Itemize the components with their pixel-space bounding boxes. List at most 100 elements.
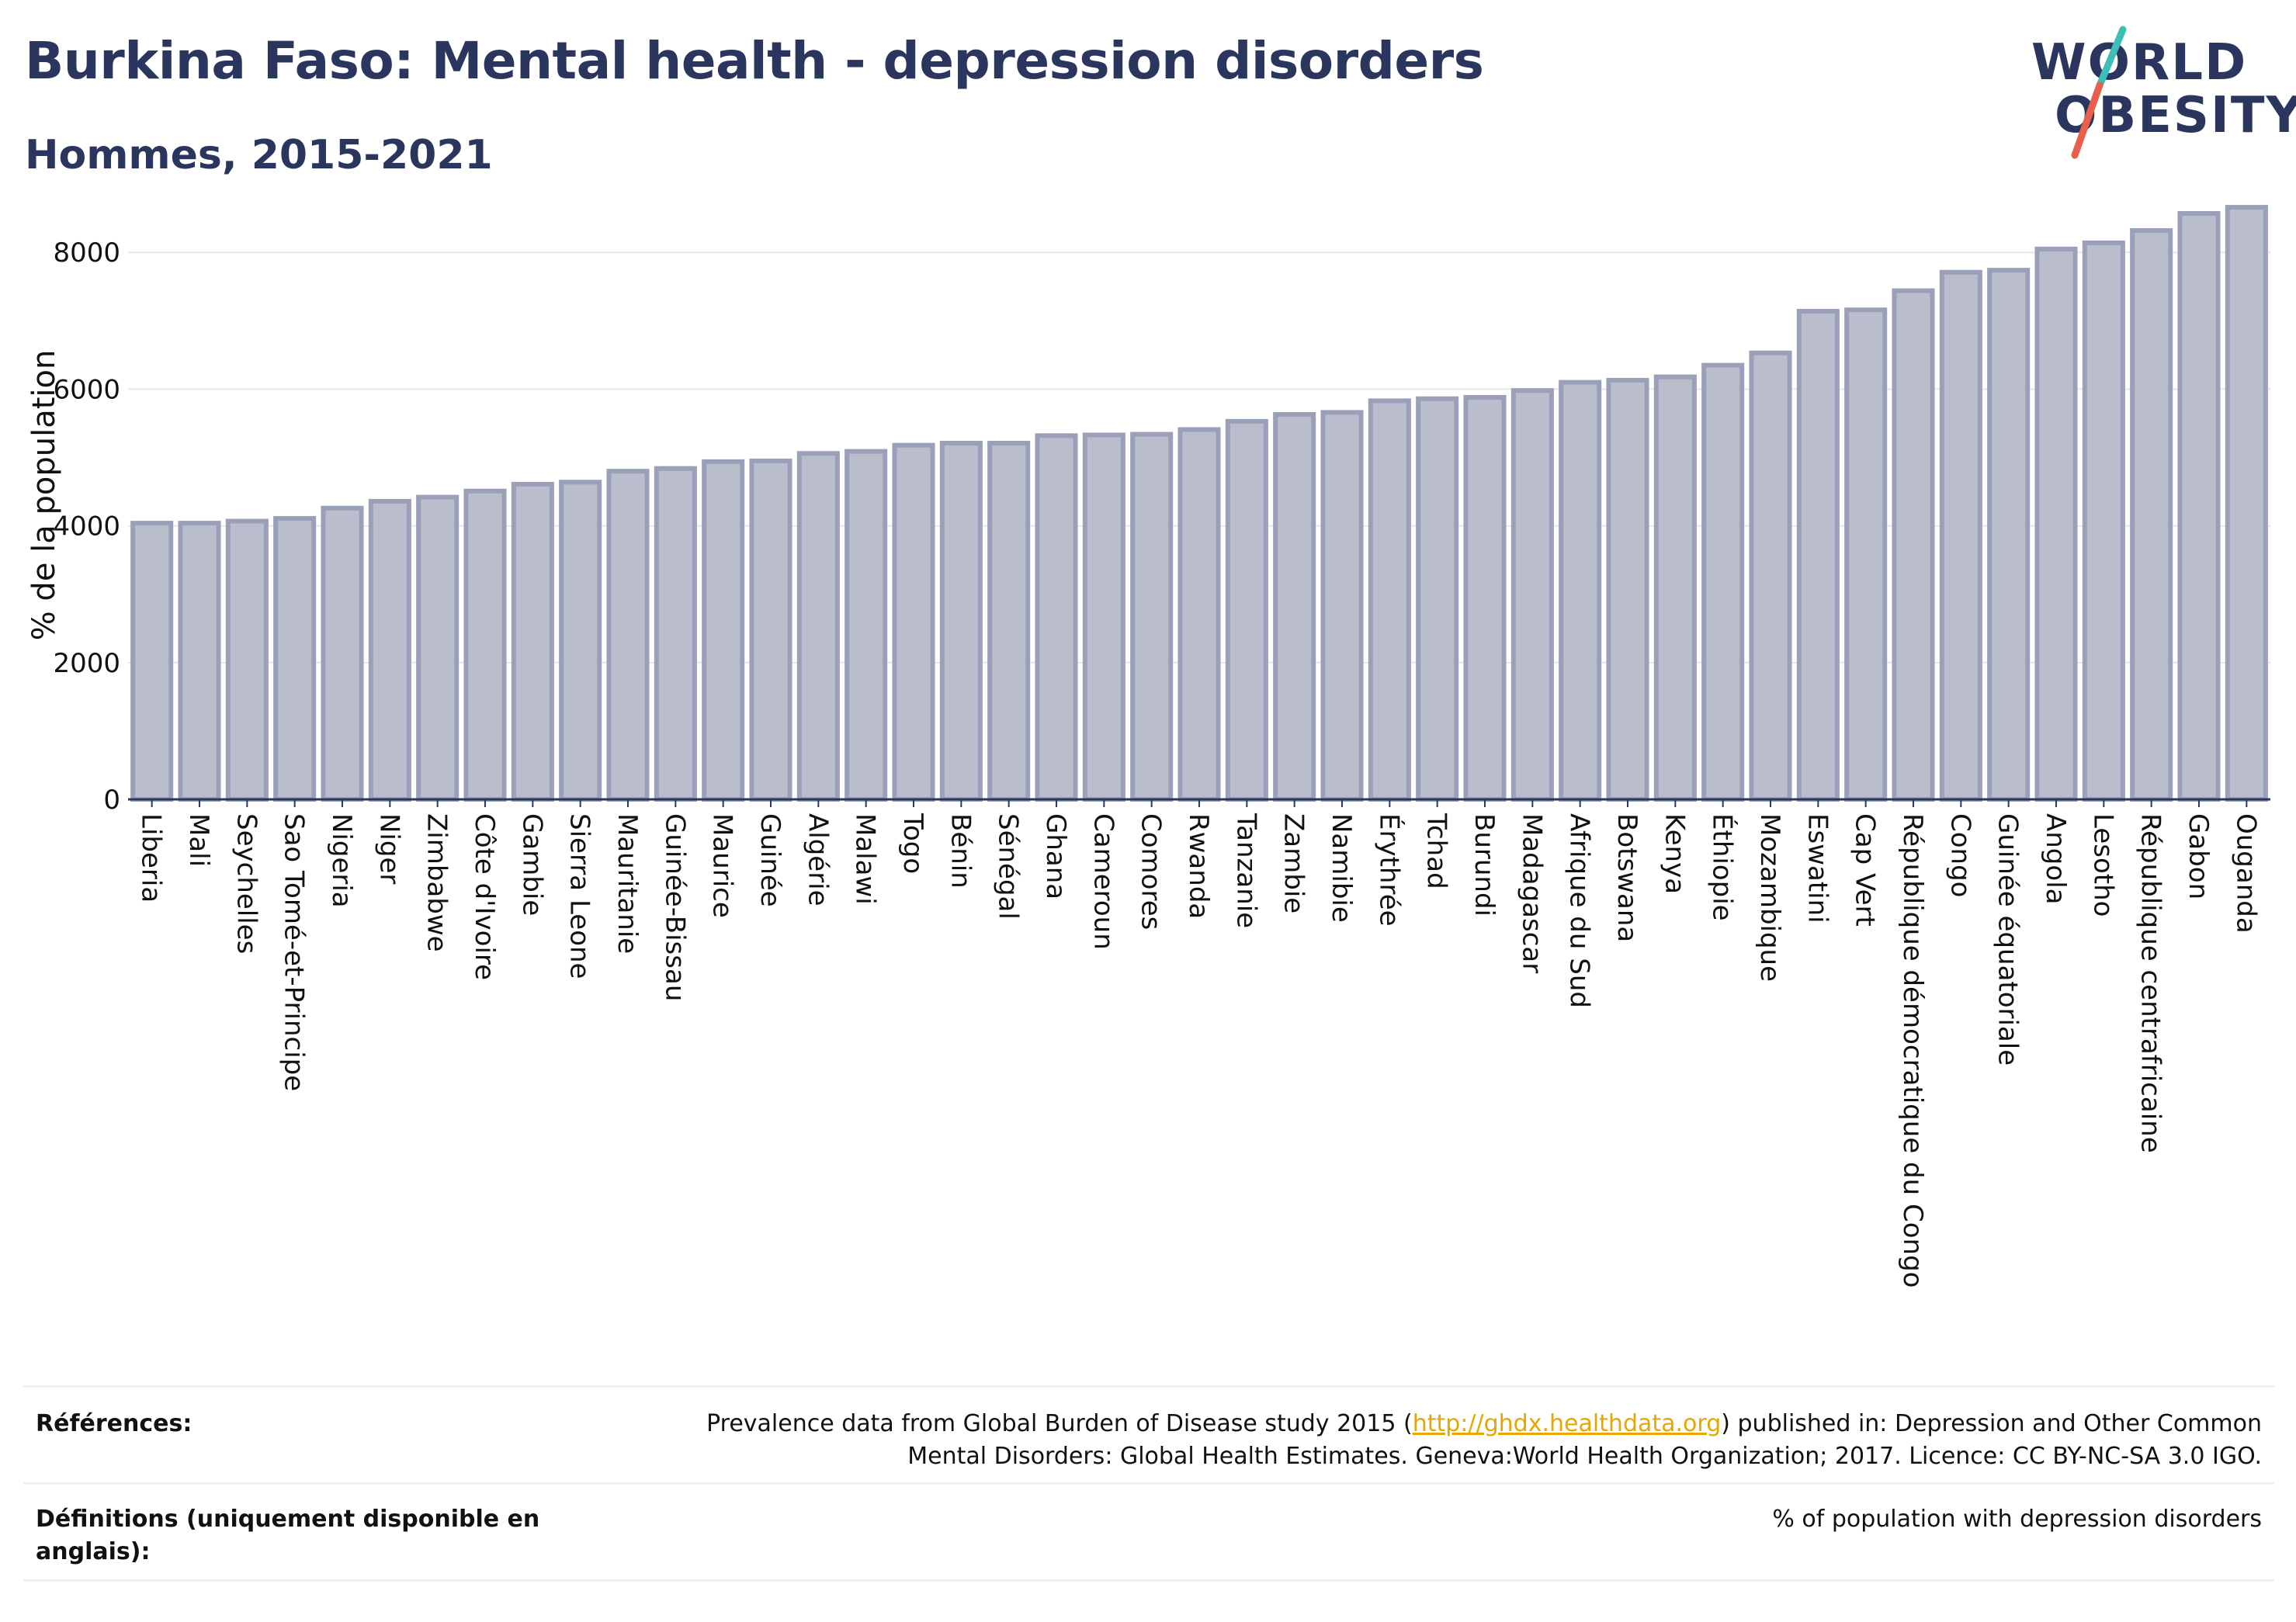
references-text-after: ) published in: Depression and Other Com… (1721, 1410, 2262, 1437)
bar (2034, 246, 2078, 802)
x-tick-label: Seychelles (231, 813, 262, 954)
references-text: Prevalence data from Global Burden of Di… (706, 1408, 2262, 1473)
references-table: Références: Prevalence data from Global … (23, 1385, 2274, 1582)
bar (1416, 396, 1459, 802)
bar (2130, 228, 2173, 802)
x-tick-label: Rwanda (1183, 813, 1214, 919)
definitions-row: Définitions (uniquement disponible en an… (23, 1482, 2274, 1582)
y-tick-label: 2000 (53, 648, 120, 679)
x-tick-label: Afrique du Sud (1564, 813, 1595, 1008)
x-tick-label: Guinée (754, 813, 786, 907)
y-tick-label: 4000 (53, 511, 120, 542)
bar (416, 494, 460, 802)
bar (1035, 433, 1078, 802)
bar (1320, 410, 1364, 802)
bar (1510, 388, 1554, 802)
bar (225, 518, 269, 802)
x-tick-label: Tanzanie (1230, 813, 1261, 928)
bar (796, 451, 840, 802)
x-tick-label: Ouganda (2230, 813, 2261, 934)
x-tick-label: Namibie (1326, 813, 1357, 923)
x-tick-label: Madagascar (1516, 813, 1547, 973)
x-tick-label: Mali (183, 813, 214, 867)
logo-slash-icon (2071, 26, 2127, 159)
bar (654, 466, 697, 802)
bar (749, 458, 793, 802)
x-tick-label: Kenya (1659, 813, 1690, 894)
x-tick-label: Nigeria (326, 813, 357, 908)
bar (273, 515, 317, 802)
bar (1653, 374, 1697, 802)
x-tick-label: Niger (373, 813, 404, 884)
bar (321, 505, 364, 802)
bar (1225, 418, 1268, 802)
bar (1177, 427, 1221, 802)
y-tick-label: 6000 (53, 374, 120, 405)
bar (130, 521, 174, 802)
bar (1559, 380, 1602, 802)
chart-title: Burkina Faso: Mental health - depression… (25, 31, 1484, 91)
definitions-text: % of population with depression disorder… (1772, 1506, 2262, 1533)
x-tick-label: Mozambique (1754, 813, 1785, 982)
x-tick-label: Togo (897, 813, 928, 874)
x-tick-label: Botswana (1611, 813, 1642, 942)
bar (1463, 395, 1507, 802)
x-tick-label: Liberia (136, 813, 167, 903)
x-tick-label: Guinée équatoriale (1993, 813, 2024, 1066)
bar (987, 441, 1031, 802)
definitions-label: Définitions (uniquement disponible en an… (36, 1506, 540, 1565)
bar (1987, 268, 2031, 802)
x-tick-label: Zambie (1278, 813, 1309, 913)
bar (463, 488, 507, 802)
bar (1796, 309, 1840, 802)
x-tick-label: Bénin (945, 813, 976, 889)
bar (939, 441, 983, 802)
bar (1939, 269, 1982, 802)
bar (368, 498, 411, 802)
bar (606, 469, 650, 802)
x-tick-label: Gambie (516, 813, 547, 916)
x-tick-label: République démocratique du Congo (1897, 813, 1928, 1288)
y-tick-label: 0 (103, 785, 120, 816)
bar (1749, 350, 1792, 802)
y-tick-label: 8000 (53, 237, 120, 269)
references-text-line2: Mental Disorders: Global Health Estimate… (907, 1443, 2262, 1470)
references-label: Références: (36, 1410, 192, 1437)
bar (1844, 307, 1888, 802)
bar (178, 521, 221, 802)
x-tick-label: Guinée-Bissau (659, 813, 690, 1001)
bar (2082, 240, 2125, 802)
x-tick-label: Sao Tomé-et-Principe (279, 813, 310, 1091)
x-tick-label: Ghana (1040, 813, 1071, 899)
x-tick-label: Gabon (2183, 813, 2214, 899)
x-tick-label: Eswatini (1802, 813, 1833, 924)
references-text-before: Prevalence data from Global Burden of Di… (706, 1410, 1413, 1437)
references-row: Références: Prevalence data from Global … (23, 1385, 2274, 1482)
references-link[interactable]: http://ghdx.healthdata.org (1412, 1410, 1722, 1437)
x-tick-label: Cameroun (1087, 813, 1119, 950)
x-tick-label: Algérie (802, 813, 833, 906)
world-obesity-logo: WORLD OBESITY (2014, 23, 2296, 163)
x-tick-label: République centrafricaine (2135, 813, 2166, 1153)
x-tick-label: Maurice (707, 813, 738, 918)
bar (1368, 398, 1411, 802)
bar (2225, 205, 2268, 802)
bar (702, 459, 745, 802)
x-tick-label: Angola (2040, 813, 2071, 904)
x-tick-label: Burundi (1469, 813, 1500, 917)
x-tick-label: Cap Vert (1850, 813, 1881, 927)
bar-chart: 0 2000 4000 6000 8000 % de la population Liber… (26, 205, 2270, 1288)
bar (1273, 412, 1316, 802)
chart-subtitle: Hommes, 2015-2021 (25, 132, 493, 178)
x-tick-label: Sénégal (993, 813, 1024, 920)
x-tick-label: Zimbabwe (421, 813, 453, 952)
y-axis-label: % de la population (26, 350, 62, 641)
bar (1082, 432, 1125, 802)
bar (1606, 377, 1649, 802)
x-tick-label: Lesotho (2087, 813, 2118, 917)
bar (559, 480, 602, 802)
x-tick-label: Mauritanie (612, 813, 643, 954)
x-tick-label: Sierra Leone (564, 813, 595, 979)
bar (1130, 431, 1174, 802)
bar (845, 449, 888, 802)
